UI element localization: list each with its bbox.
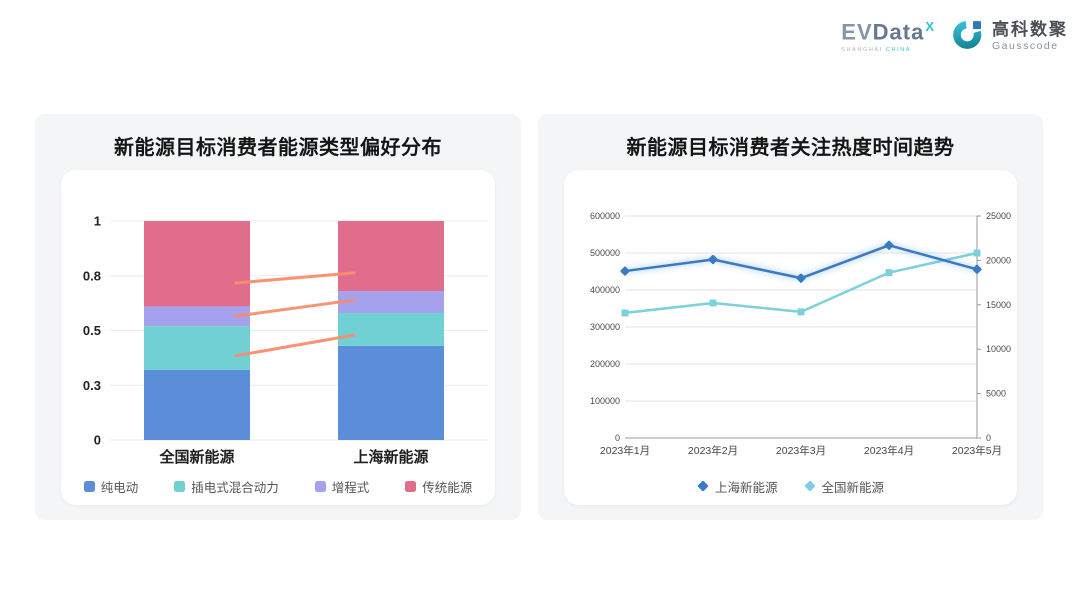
evdata-data-text: Data (872, 19, 925, 45)
svg-text:400000: 400000 (590, 285, 620, 295)
bar-legend-swatch (174, 480, 186, 492)
bar-legend-item[interactable]: 纯电动 (83, 477, 139, 496)
bar-chart-legend: 纯电动 插电式混合动力 增程式 传统能源 (61, 470, 495, 502)
header-logos: EVDataX SHANGHAI CHINA 高科数聚 Gausscode (841, 18, 1068, 55)
bar-legend-label: 增程式 (331, 480, 370, 495)
svg-text:15000: 15000 (986, 300, 1011, 310)
svg-text:全国新能源: 全国新能源 (158, 448, 234, 466)
evdata-ev-text: EV (841, 19, 873, 45)
bar-legend-label: 纯电动 (100, 480, 139, 495)
svg-text:2023年5月: 2023年5月 (952, 444, 1002, 457)
bar-legend-swatch (83, 480, 95, 492)
evdata-x-icon: X (925, 19, 935, 35)
bar-chart-title: 新能源目标消费者能源类型偏好分布 (114, 137, 442, 159)
gausscode-g-icon (953, 18, 985, 55)
svg-text:0: 0 (615, 433, 620, 443)
line-legend-swatch (803, 480, 816, 492)
gausscode-text: 高科数聚 Gausscode (992, 20, 1068, 52)
evdata-subtext-left: SHANGHAI (841, 46, 883, 53)
svg-text:500000: 500000 (590, 248, 620, 258)
evdata-subtext-right: CHINA (885, 46, 912, 53)
svg-text:2023年4月: 2023年4月 (864, 444, 914, 457)
bar-legend-label: 传统能源 (422, 480, 473, 495)
svg-text:25000: 25000 (986, 211, 1011, 221)
line-chart-title: 新能源目标消费者关注热度时间趋势 (626, 137, 955, 159)
line-chart-canvas: 0 100000 200000 300000 400000 500000 600000 0 50… (590, 211, 1011, 457)
svg-text:2023年3月: 2023年3月 (776, 444, 826, 457)
bar-chart-panel: 0 0.3 0.5 0.8 1 全国新能源 上海新能源 纯电动 插电式混合动力 增程式 传统能源 (61, 170, 495, 505)
evdata-logo: EVDataX SHANGHAI CHINA (841, 20, 935, 52)
svg-text:0: 0 (94, 433, 101, 448)
gausscode-cn-label: 高科数聚 (992, 20, 1068, 40)
bar-legend-swatch (314, 480, 326, 492)
svg-text:0.3: 0.3 (83, 378, 101, 393)
bar-chart-canvas: 0 0.3 0.5 0.8 1 全国新能源 上海新能源 (83, 214, 488, 466)
svg-text:1: 1 (94, 214, 101, 229)
line-legend-item[interactable]: 全国新能源 (803, 477, 885, 496)
svg-text:0: 0 (986, 433, 991, 443)
line-chart-legend: 上海新能源 全国新能源 (564, 470, 1017, 502)
evdata-wordmark: EVDataX (841, 20, 935, 43)
bar-legend-item[interactable]: 传统能源 (405, 477, 472, 496)
svg-text:上海新能源: 上海新能源 (353, 448, 428, 466)
bar-legend-item[interactable]: 增程式 (314, 477, 370, 496)
svg-text:2023年2月: 2023年2月 (688, 444, 738, 457)
svg-text:100000: 100000 (590, 396, 620, 406)
svg-text:5000: 5000 (986, 389, 1006, 399)
line-legend-label: 上海新能源 (714, 480, 778, 495)
svg-text:0.8: 0.8 (83, 268, 101, 283)
svg-text:20000: 20000 (986, 255, 1011, 265)
bar-legend-item[interactable]: 插电式混合动力 (174, 477, 279, 496)
line-legend-label: 全国新能源 (821, 480, 885, 495)
line-chart-card: 新能源目标消费者关注热度时间趋势 0 100000 200000 300000 4000… (538, 114, 1043, 520)
line-legend-swatch (697, 480, 709, 492)
bar-legend-label: 插电式混合动力 (191, 480, 279, 495)
svg-text:0.5: 0.5 (83, 323, 101, 338)
line-chart-panel: 0 100000 200000 300000 400000 500000 600000 0 50… (564, 170, 1017, 505)
svg-text:2023年1月: 2023年1月 (600, 444, 650, 457)
evdata-subtext: SHANGHAI CHINA (841, 47, 935, 53)
svg-text:600000: 600000 (590, 211, 620, 221)
svg-text:10000: 10000 (986, 344, 1011, 354)
bar-chart-card: 新能源目标消费者能源类型偏好分布 0 0.3 0.5 0.8 1 全国新能源 上海新能源 纯… (35, 114, 521, 520)
svg-text:300000: 300000 (590, 322, 620, 332)
bar-legend-swatch (405, 480, 417, 492)
gausscode-logo: 高科数聚 Gausscode (953, 18, 1068, 55)
gausscode-en-label: Gausscode (992, 39, 1059, 52)
line-legend-item[interactable]: 上海新能源 (697, 477, 778, 496)
svg-text:200000: 200000 (590, 359, 620, 369)
